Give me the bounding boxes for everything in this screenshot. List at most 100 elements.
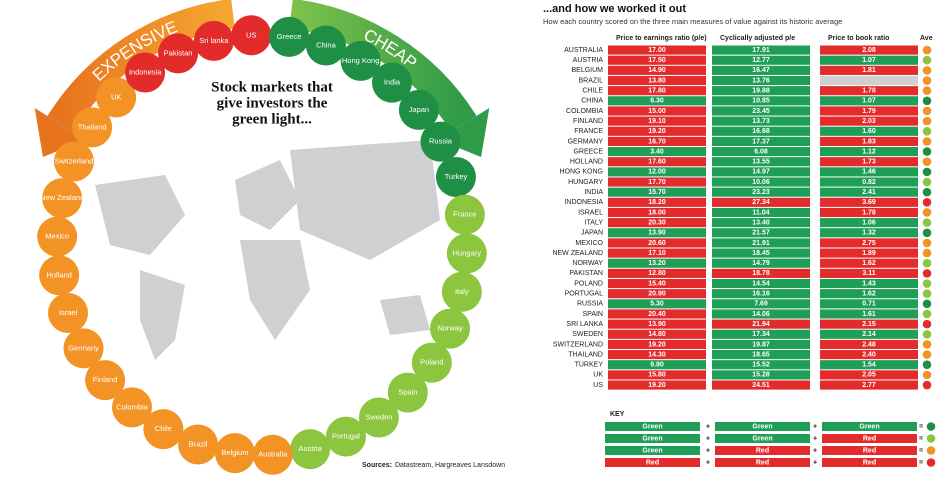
score-value: 12.77: [752, 57, 770, 64]
average-dot: [922, 86, 932, 95]
country-label: TURKEY: [575, 362, 604, 369]
score-value: 6.30: [650, 98, 664, 105]
table-row: BRAZIL 13.80 13.76: [578, 75, 932, 86]
country-circle: [420, 121, 461, 162]
average-dot: [922, 360, 932, 370]
score-value: 20.60: [648, 240, 666, 247]
score-cell: [712, 218, 810, 228]
score-cell: [820, 218, 918, 228]
country-name: Australia: [258, 450, 288, 459]
table-row: HONG KONG 12.00 14.97 1.46: [559, 167, 932, 177]
table-row: US 19.20 24.51 2.77: [593, 380, 932, 390]
score-cell: [712, 278, 810, 289]
score-value: 18.00: [648, 209, 666, 216]
country-badge: Sri lanka: [193, 20, 234, 61]
average-dot: [922, 380, 932, 390]
country-circle: [430, 308, 471, 349]
country-label: CHILE: [582, 88, 603, 95]
country-name: Switzerland: [55, 156, 94, 165]
average-dot: [922, 350, 932, 359]
key-plus: +: [813, 423, 817, 430]
score-value: 7.69: [754, 301, 768, 308]
score-value: 15.80: [648, 372, 666, 379]
country-badge: Germany: [63, 328, 104, 369]
country-circle: [214, 433, 255, 474]
country-circle: [290, 429, 331, 470]
score-cell: [712, 126, 810, 136]
country-circle: [358, 397, 399, 438]
table-row: FINLAND 19.10 13.73 2.03: [573, 116, 932, 126]
score-value: 17.80: [648, 88, 666, 95]
country-circle: [435, 157, 476, 198]
average-dot: [922, 279, 932, 288]
score-cell: [820, 126, 918, 136]
score-value: 2.03: [862, 118, 876, 125]
key-cell-label: Red: [756, 447, 769, 454]
score-value: 17.37: [752, 138, 770, 145]
source-text: Datastream, Hargreaves Lansdown: [395, 462, 505, 469]
score-value: 16.70: [648, 138, 666, 145]
score-cell: [820, 116, 918, 126]
score-cell: [608, 167, 706, 177]
country-name: Indonesia: [129, 67, 162, 76]
country-badge: Belgium: [214, 433, 255, 474]
country-name: Russia: [429, 137, 453, 146]
country-badge: Australia: [252, 434, 293, 475]
key-cell: [715, 446, 810, 455]
score-value: 13.40: [752, 219, 770, 226]
table-row: AUSTRIA 17.50 12.77 1.07: [573, 55, 932, 65]
country-name: Chile: [155, 424, 172, 433]
score-value: 16.68: [752, 128, 770, 135]
country-label: PORTUGAL: [565, 291, 603, 298]
score-value: 23.23: [752, 189, 770, 196]
score-value: 2.77: [862, 382, 876, 389]
average-dot: [922, 167, 932, 177]
score-cell: [712, 248, 810, 258]
score-cell: [820, 147, 918, 157]
score-value: 18.65: [752, 351, 770, 358]
country-name: Greece: [277, 32, 302, 41]
country-circle: [53, 141, 94, 182]
country-name: Pakistan: [164, 48, 193, 57]
table-subtitle: How each country scored on the three mai…: [543, 17, 842, 26]
score-cell: [712, 309, 810, 319]
score-cell: [820, 380, 918, 390]
score-value: 2.14: [862, 331, 876, 338]
country-badge: Turkey: [435, 157, 476, 198]
table-row: INDIA 15.70 23.23 2.41: [584, 187, 932, 197]
key-cell-label: Green: [642, 423, 662, 430]
average-dot: [922, 329, 932, 339]
country-badge: New Zealand: [40, 178, 84, 219]
country-label: SWITZERLAND: [553, 341, 603, 348]
score-cell: [820, 350, 918, 360]
score-value: 20.40: [648, 311, 666, 318]
country-badge: Sweden: [358, 397, 399, 438]
key-cell-label: Green: [859, 423, 879, 430]
score-value: 14.97: [752, 169, 770, 176]
country-label: INDONESIA: [564, 199, 603, 206]
score-value: 15.28: [752, 372, 770, 379]
country-circle: [48, 292, 89, 333]
score-cell: [712, 329, 810, 339]
score-cell: [712, 55, 810, 65]
key-row: Red Red Red + + =: [605, 458, 936, 467]
country-circle: [96, 77, 137, 118]
key-equals: =: [919, 459, 923, 466]
score-cell: [608, 187, 706, 197]
score-value: 1.07: [862, 57, 876, 64]
score-value: 2.75: [862, 240, 876, 247]
table-row: GERMANY 16.70 17.37 1.83: [568, 136, 932, 146]
score-cell: [608, 45, 706, 55]
score-cell: [820, 339, 918, 349]
country-badge: Pakistan: [158, 33, 199, 74]
key-cell: [715, 458, 810, 467]
table-row: JAPAN 13.90 21.57 1.32: [581, 228, 932, 238]
score-value: 27.34: [752, 199, 770, 206]
score-value: 17.70: [648, 179, 666, 186]
country-label: HOLLAND: [570, 159, 603, 166]
score-cell: [820, 228, 918, 238]
country-label: NORWAY: [572, 260, 603, 267]
score-cell: [608, 96, 706, 106]
score-cell: [820, 96, 918, 106]
score-value: 13.76: [752, 77, 770, 84]
